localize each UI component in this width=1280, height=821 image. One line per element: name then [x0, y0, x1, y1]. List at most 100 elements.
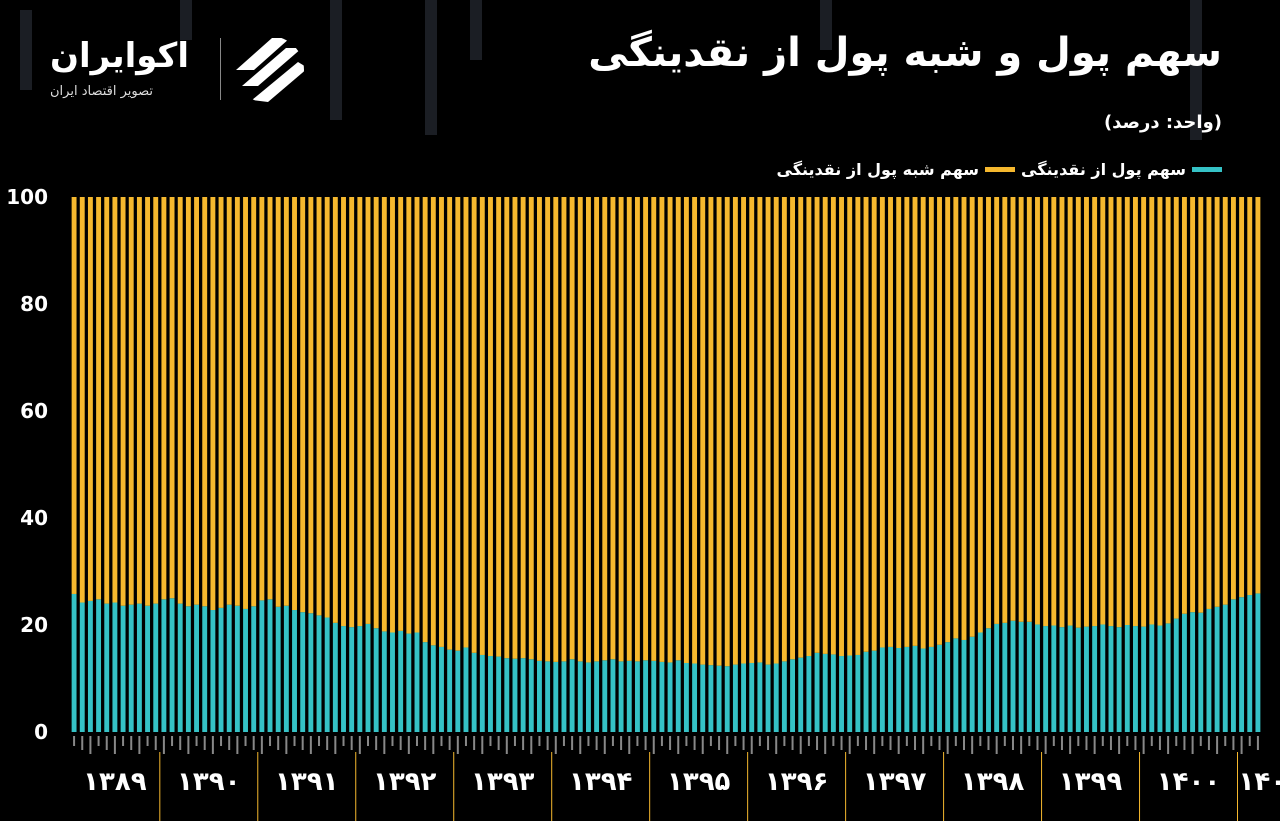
year-label: ۱۳۹۱: [275, 767, 338, 797]
bar-quasi-money: [569, 197, 575, 660]
bar-money: [259, 600, 265, 732]
month-tick: [1052, 736, 1055, 746]
year-label: ۱۴۰۰: [1157, 767, 1220, 797]
bar-quasi-money: [806, 197, 812, 657]
bar-money: [332, 622, 338, 732]
bar-money: [275, 606, 281, 732]
bar-money: [585, 662, 591, 732]
bar-money: [945, 642, 951, 732]
month-tick: [677, 736, 680, 754]
bar-quasi-money: [643, 197, 649, 661]
month-tick: [562, 736, 565, 746]
bar-money: [145, 605, 151, 732]
bar-money: [708, 665, 714, 733]
bar-quasi-money: [104, 197, 110, 604]
bar-money: [234, 605, 240, 732]
month-tick: [489, 736, 492, 746]
bar-quasi-money: [71, 197, 77, 594]
bar-money: [953, 638, 959, 733]
bar-quasi-money: [545, 197, 551, 662]
month-tick: [424, 736, 427, 750]
bar-quasi-money: [667, 197, 673, 663]
bar-quasi-money: [585, 197, 591, 663]
month-tick: [938, 736, 941, 750]
month-tick: [1118, 736, 1121, 754]
bar-quasi-money: [1026, 197, 1032, 622]
month-tick: [538, 736, 541, 746]
bar-money: [1035, 624, 1040, 732]
bar-money: [879, 647, 885, 732]
month-tick: [718, 736, 721, 750]
bar-quasi-money: [634, 197, 640, 662]
y-tick-label: 80: [20, 292, 48, 316]
bar-money: [316, 615, 322, 732]
month-tick: [914, 736, 917, 750]
bar-quasi-money: [87, 197, 93, 601]
bar-quasi-money: [169, 197, 175, 599]
month-tick: [963, 736, 965, 750]
bar-quasi-money: [471, 197, 477, 653]
bar-money: [904, 646, 910, 732]
bar-quasi-money: [1141, 197, 1147, 627]
bar-quasi-money: [275, 197, 281, 607]
bar-money: [341, 626, 346, 732]
bar-money: [496, 656, 502, 732]
bar-money: [675, 660, 681, 732]
month-tick: [1150, 736, 1153, 746]
bar-money: [1247, 595, 1253, 732]
month-tick: [1069, 736, 1072, 754]
bar-money: [365, 623, 371, 732]
bar-quasi-money: [259, 197, 265, 601]
legend-swatch-quasi-money: [985, 167, 1016, 172]
bar-quasi-money: [757, 197, 763, 663]
year-label: ۱۳۹۵: [667, 767, 731, 797]
month-tick: [603, 736, 606, 754]
bar-quasi-money: [1075, 197, 1081, 628]
bar-money: [79, 602, 85, 732]
bar-money: [161, 599, 167, 732]
month-tick: [832, 736, 835, 746]
month-tick: [203, 736, 206, 750]
month-tick: [122, 736, 125, 746]
month-tick: [750, 736, 753, 754]
bar-quasi-money: [1108, 197, 1114, 627]
month-tick: [783, 736, 786, 746]
month-tick: [1126, 736, 1129, 746]
bar-money: [847, 655, 853, 732]
bar-money: [937, 644, 942, 732]
bar-quasi-money: [381, 197, 387, 632]
bar-money: [136, 603, 142, 732]
bar-quasi-money: [390, 197, 395, 633]
bar-quasi-money: [210, 197, 216, 611]
bar-quasi-money: [479, 197, 485, 655]
month-tick: [391, 736, 394, 746]
month-tick: [73, 736, 76, 746]
month-tick: [195, 736, 198, 746]
bar-money: [839, 656, 844, 732]
bar-quasi-money: [749, 197, 755, 663]
legend-swatch-money: [1192, 167, 1222, 172]
bar-money: [357, 626, 363, 732]
bar-money: [430, 645, 436, 732]
bar-money: [390, 632, 395, 732]
month-tick: [309, 736, 312, 754]
bar-money: [700, 664, 706, 732]
bar-quasi-money: [145, 197, 151, 606]
month-tick: [775, 736, 778, 754]
month-tick: [848, 736, 851, 754]
bar-money: [1214, 606, 1220, 732]
bar-money: [610, 659, 616, 732]
bar-money: [1124, 625, 1130, 732]
bar-money: [226, 604, 232, 732]
bar-money: [1010, 620, 1016, 732]
bar-quasi-money: [659, 197, 665, 662]
y-tick-label: 60: [20, 399, 48, 423]
month-tick: [693, 736, 696, 750]
month-tick: [930, 736, 933, 746]
month-tick: [1199, 736, 1202, 746]
bar-money: [1002, 622, 1008, 732]
bar-quasi-money: [683, 197, 689, 663]
month-tick: [897, 736, 900, 754]
month-tick: [1036, 736, 1039, 750]
bar-quasi-money: [839, 197, 844, 657]
